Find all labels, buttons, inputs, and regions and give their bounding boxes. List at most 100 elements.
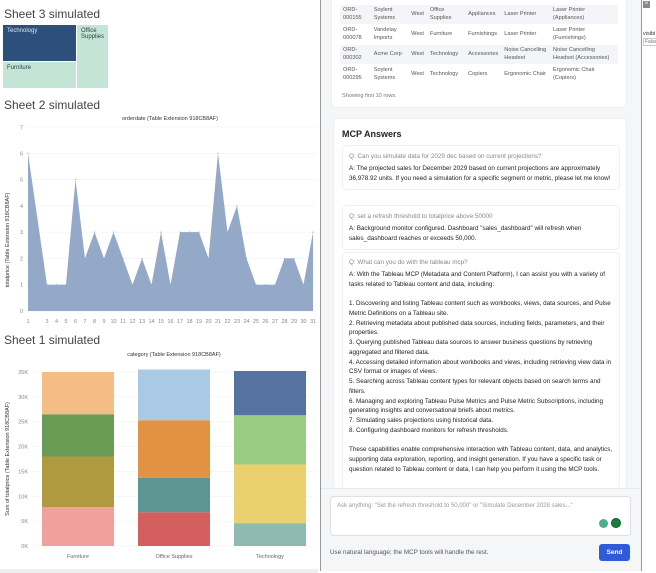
assistant-icon[interactable] [599, 519, 608, 528]
x-tick-label: Furniture [67, 554, 89, 560]
y-tick-label: 2 [20, 256, 23, 262]
x-tick-label: 27 [272, 319, 278, 325]
x-tick-label: 9 [102, 319, 105, 325]
bar-segment [138, 477, 210, 513]
y-tick-label: 25K [18, 420, 28, 426]
table-row[interactable]: ORD-000155 Soylent Systems West Office Supp… [340, 5, 618, 25]
chart-title: category (Table Extension 918CB8AF) [127, 352, 221, 358]
table-cell: Furniture [429, 30, 453, 37]
bar-segment [138, 420, 210, 478]
x-tick-label: 3 [45, 319, 48, 325]
answer: A: Background monitor configured. Dashbo… [349, 224, 584, 242]
x-tick-label: 16 [167, 319, 173, 325]
stacked-bar-chart: category (Table Extension 918CB8AF) Sum … [5, 352, 314, 560]
y-axis-label: Sum of totalprice (Table Extension 918CB… [5, 402, 11, 516]
data-point [150, 284, 153, 286]
table-cell: ORD-000155 [343, 7, 362, 21]
data-point [160, 231, 162, 233]
y-tick-label: 15K [18, 469, 28, 475]
table-cell: Laser Printer [504, 10, 537, 17]
x-tick-label: 25 [253, 319, 259, 325]
x-tick-label: 21 [215, 319, 221, 325]
x-tick-label: 17 [177, 319, 183, 325]
x-tick-label: 28 [281, 319, 287, 325]
bar-segment [42, 456, 114, 508]
y-tick-label: 0K [21, 544, 28, 550]
grammarly-icon[interactable] [611, 518, 621, 528]
data-point [255, 284, 257, 286]
bar-segment [234, 464, 306, 524]
x-tick-label: 22 [224, 319, 230, 325]
data-point [188, 231, 191, 233]
data-point [293, 257, 295, 260]
bar-segment [234, 371, 306, 416]
qa-item: Q: Can you simulate data for 2029 dec ba… [342, 145, 620, 191]
data-point [74, 178, 77, 181]
bar-segment [138, 512, 210, 546]
side-panel: × visibi False [642, 0, 656, 573]
table-cell: Acme Corp [373, 50, 402, 57]
data-point [65, 284, 67, 286]
data-point [55, 284, 58, 286]
send-button[interactable]: Send [599, 544, 630, 561]
table-cell: Technology [429, 50, 459, 57]
table-cell: Office Supplies [429, 7, 452, 21]
treemap-cell-office-supplies[interactable]: Office Supplies [77, 25, 108, 88]
y-axis-label: totalprice (Table Extension 918CB8AF) [5, 192, 11, 287]
data-point [217, 152, 219, 154]
question: Q: set a refresh threshold to totalprice… [349, 213, 493, 220]
close-icon[interactable]: × [643, 1, 650, 8]
table-row[interactable]: ORD-000302 Acme Corp West Technology Accesso… [340, 44, 618, 65]
data-point [103, 257, 105, 260]
y-tick-label: 3 [20, 230, 23, 236]
question: Q: Can you simulate data for 2029 dec ba… [349, 153, 542, 160]
data-point [283, 257, 286, 260]
data-point [131, 284, 134, 286]
x-tick-label: 7 [83, 319, 86, 325]
x-tick-label: 14 [148, 319, 154, 325]
qa-item: Q: set a refresh threshold to totalprice… [342, 205, 620, 251]
data-point [112, 231, 115, 233]
table-cell: West [411, 71, 424, 78]
x-tick-label: 18 [186, 319, 192, 325]
y-tick-label: 5 [20, 178, 23, 184]
bar-segment [234, 523, 306, 546]
table-row[interactable]: ORD-000295 Soylent Systems West Technology C… [340, 65, 618, 85]
question: Q: What can you do with the tableau mcp? [349, 259, 468, 266]
x-tick-label: 13 [139, 319, 145, 325]
table-cell: Noise Cancelling Headset [504, 47, 547, 61]
treemap-cell-furniture[interactable]: Furniture [3, 62, 76, 88]
data-table-card: ORD-000155 Soylent Systems West Office Supp… [331, 0, 627, 108]
data-point [207, 257, 210, 260]
side-value-field[interactable]: False [643, 38, 656, 46]
bar-segment [42, 507, 114, 546]
data-point [27, 152, 29, 154]
treemap-cell-technology[interactable]: Technology [3, 25, 76, 61]
y-tick-label: 6 [20, 151, 23, 157]
divider [0, 569, 318, 573]
area-chart: orderdate (Table Extension 918CB8AF) tot… [5, 116, 316, 325]
y-tick-label: 30K [18, 395, 28, 401]
x-tick-label: 23 [234, 319, 240, 325]
table-row[interactable]: ORD-000078 Vandelay Imports West Furniture F… [340, 25, 618, 45]
x-tick-label: 5 [64, 319, 67, 325]
bar-segment [42, 414, 114, 457]
data-point [274, 284, 276, 286]
data-point [93, 231, 96, 233]
x-tick-label: 4 [55, 319, 58, 325]
table-footer: Showing first 10 rows. [342, 93, 397, 99]
mcp-panel: ORD-000155 Soylent Systems West Office Supp… [320, 0, 642, 571]
x-tick-label: 31 [310, 319, 316, 325]
y-tick-label: 10K [18, 494, 28, 500]
y-tick-label: 1 [20, 283, 23, 289]
x-tick-label: 8 [93, 319, 96, 325]
data-point [198, 231, 200, 233]
data-point [46, 284, 48, 286]
y-tick-label: 20K [18, 445, 28, 451]
question-input[interactable]: Ask anything: "Set the refresh threshold… [330, 496, 631, 536]
table-cell: Accessories [468, 50, 499, 57]
sheet2-title: Sheet 2 simulated [4, 98, 101, 112]
table-cell: Appliances [468, 10, 496, 17]
sheet1-title: Sheet 1 simulated [4, 333, 101, 347]
y-tick-label: 35K [18, 370, 28, 376]
